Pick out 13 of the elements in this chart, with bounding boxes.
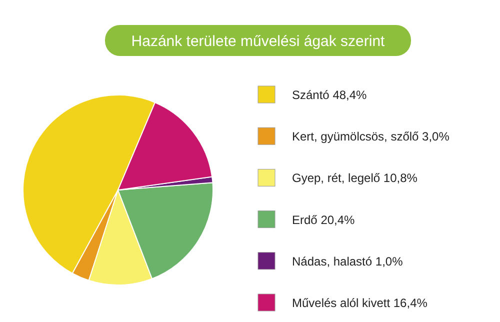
legend-label: Gyep, rét, legelő bbox=[292, 171, 380, 186]
data-label: 1,0% bbox=[375, 254, 403, 268]
data-label: 10,8% bbox=[383, 171, 418, 186]
legend-label: Kert, gyümölcsös, szőlő bbox=[292, 130, 419, 144]
legend-label: Erdő bbox=[292, 212, 318, 227]
legend-label: Szántó bbox=[292, 88, 330, 102]
legend-label: Nádas, halastó bbox=[292, 254, 372, 268]
data-label: 16,4% bbox=[393, 296, 428, 310]
data-label: 3,0% bbox=[422, 130, 450, 144]
chart-title: Hazánk területe művelési ágak szerint bbox=[131, 33, 386, 50]
data-label: 48,4% bbox=[332, 88, 367, 102]
legend-label: Művelés alól kivett bbox=[292, 296, 390, 310]
data-label: 20,4% bbox=[320, 212, 355, 227]
